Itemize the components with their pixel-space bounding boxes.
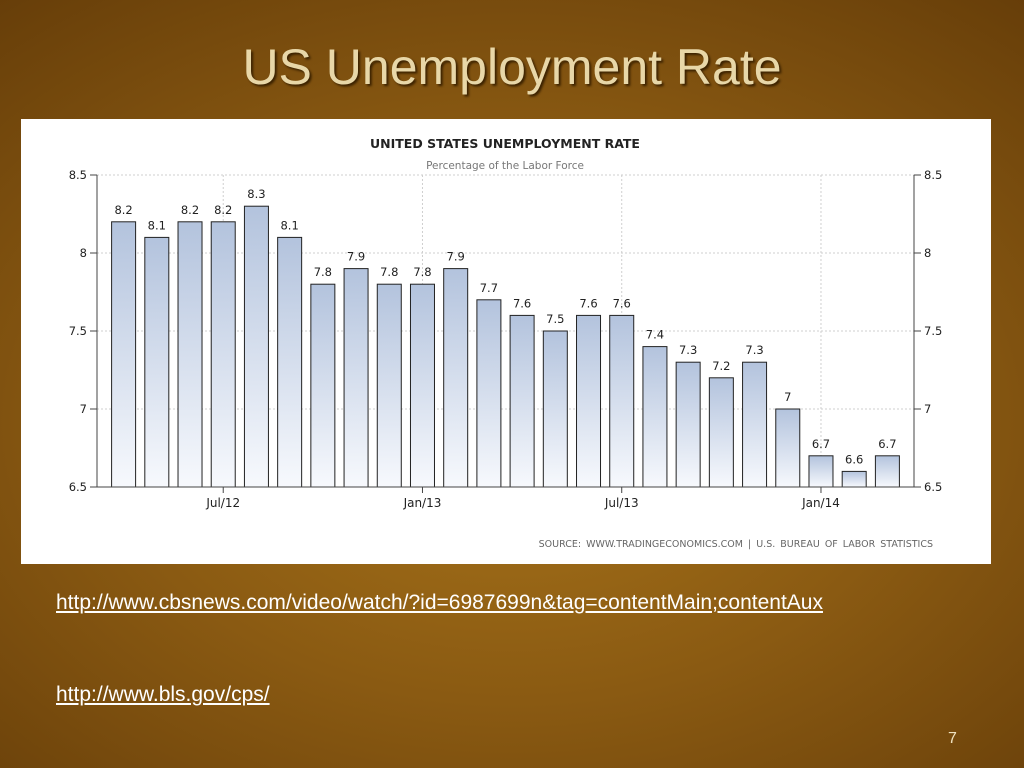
cbsnews-link[interactable]: http://www.cbsnews.com/video/watch/?id=6…: [56, 591, 823, 614]
bar: [775, 408, 801, 488]
bar-value-label: 7.6: [579, 296, 597, 310]
y-tick-label-right: 7: [924, 402, 931, 416]
bar: [874, 455, 900, 488]
bar-value-label: 8.3: [247, 187, 265, 201]
bar-value-label: 7.6: [513, 296, 531, 310]
bar-value-label: 7.8: [413, 265, 431, 279]
y-tick-label-left: 8.5: [69, 168, 87, 182]
y-tick-label-left: 6.5: [69, 480, 87, 494]
bar-value-label: 7.2: [712, 359, 730, 373]
bar-value-label: 8.2: [181, 203, 199, 217]
bar-value-label: 7.6: [613, 296, 631, 310]
bar: [343, 268, 369, 488]
bar: [376, 283, 402, 488]
bar: [409, 283, 435, 488]
x-tick-label: Jan/14: [801, 496, 840, 510]
chart-title: UNITED STATES UNEMPLOYMENT RATE: [370, 136, 640, 151]
bar: [642, 346, 668, 488]
bar-value-label: 7.3: [745, 343, 763, 357]
y-tick-label-right: 7.5: [924, 324, 942, 338]
chart-source: SOURCE: WWW.TRADINGECONOMICS.COM | U.S. …: [539, 539, 933, 550]
bar: [742, 361, 768, 488]
bar: [708, 377, 734, 488]
data-labels: 8.2 8.1 8.2 8.2 8.3 8.1 7.8 7.9 7.8 7.8 7.9 7.7 7.6 7…: [114, 187, 896, 466]
bar: [310, 283, 336, 488]
bar-value-label: 8.2: [214, 203, 232, 217]
bar-value-label: 7.8: [380, 265, 398, 279]
bar-value-label: 8.1: [148, 218, 166, 232]
bar-value-label: 7.3: [679, 343, 697, 357]
bar-value-label: 7.7: [480, 281, 498, 295]
bar-value-label: 6.7: [812, 437, 830, 451]
bar-value-label: 7: [784, 390, 791, 404]
chart-panel: UNITED STATES UNEMPLOYMENT RATE Percenta…: [21, 119, 991, 564]
unemployment-bar-chart: UNITED STATES UNEMPLOYMENT RATE Percenta…: [69, 136, 943, 550]
y-tick-label-left: 7: [80, 402, 87, 416]
bar: [576, 314, 602, 488]
y-tick-label-left: 8: [80, 246, 87, 260]
bar: [210, 221, 236, 488]
bar-value-label: 7.8: [314, 265, 332, 279]
y-tick-label-left: 7.5: [69, 324, 87, 338]
axes: 8.5 8.5 8 8 7.5 7.5 7 7 6.5 6.5 Jul/12 Jan/13 Jul/13…: [69, 168, 943, 510]
bar-value-label: 7.4: [646, 328, 664, 342]
bar: [177, 221, 203, 488]
chart-subtitle: Percentage of the Labor Force: [426, 160, 584, 172]
bar: [841, 470, 867, 488]
bar: [476, 299, 502, 488]
bar: [509, 314, 535, 488]
bars: [111, 205, 900, 488]
y-tick-label-right: 8.5: [924, 168, 942, 182]
bar: [542, 330, 568, 488]
x-tick-label: Jul/12: [205, 496, 240, 510]
bar-value-label: 7.9: [347, 250, 365, 264]
slide-title: US Unemployment Rate: [242, 39, 782, 95]
bar: [144, 236, 170, 488]
bar: [277, 236, 303, 488]
bar-value-label: 8.1: [280, 218, 298, 232]
bar: [243, 205, 269, 488]
bar: [808, 455, 834, 488]
x-tick-label: Jul/13: [604, 496, 639, 510]
bar-value-label: 7.9: [447, 250, 465, 264]
bls-link[interactable]: http://www.bls.gov/cps/: [56, 683, 270, 706]
y-tick-label-right: 6.5: [924, 480, 942, 494]
slide-number: 7: [948, 730, 957, 747]
bar-value-label: 6.7: [878, 437, 896, 451]
bar-value-label: 6.6: [845, 452, 863, 466]
y-tick-label-right: 8: [924, 246, 931, 260]
bar-value-label: 7.5: [546, 312, 564, 326]
bar: [609, 314, 635, 488]
bar: [675, 361, 701, 488]
bar: [111, 221, 137, 488]
bar-value-label: 8.2: [114, 203, 132, 217]
x-tick-label: Jan/13: [403, 496, 442, 510]
bar: [443, 268, 469, 488]
